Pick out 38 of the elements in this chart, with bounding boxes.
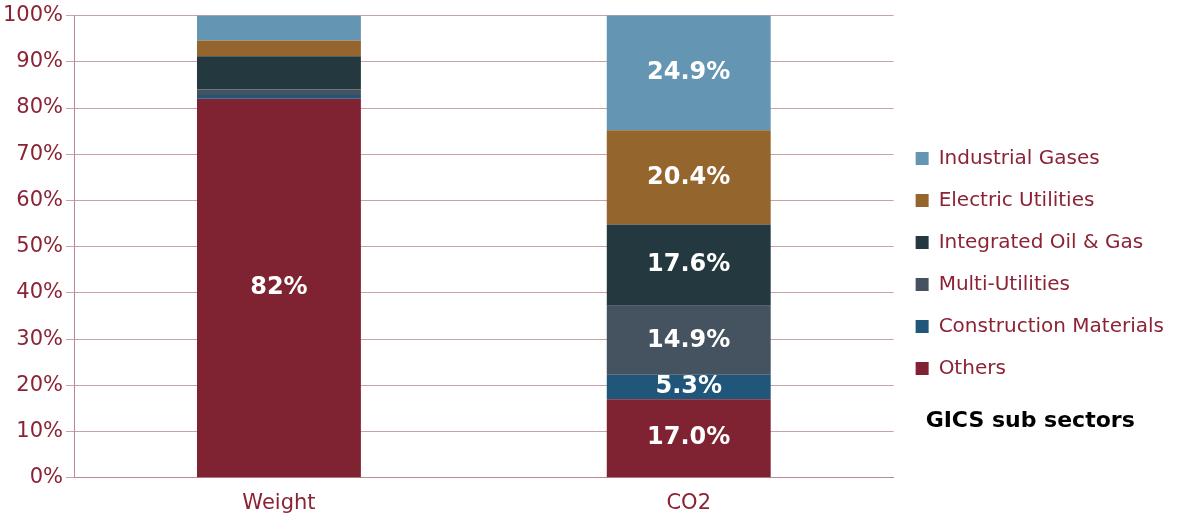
y-tick-label: 30%	[16, 325, 64, 350]
legend-label: Industrial Gases	[938, 144, 1100, 169]
x-tick-label: CO2	[666, 489, 712, 514]
legend-label: Construction Materials	[938, 312, 1164, 337]
bar	[196, 89, 361, 96]
data-label: 14.9%	[647, 324, 731, 353]
y-tick-label: 50%	[16, 233, 64, 258]
bar	[606, 305, 771, 375]
bar	[196, 95, 361, 99]
data-label: 17.0%	[647, 422, 731, 451]
data-label: 20.4%	[647, 161, 731, 190]
bar	[606, 224, 771, 306]
legend-label: Electric Utilities	[938, 186, 1095, 211]
bar	[606, 130, 771, 225]
bar	[196, 98, 361, 478]
data-label: 5.3%	[655, 371, 723, 400]
bar	[606, 15, 771, 131]
legend-label: Others	[938, 354, 1006, 379]
x-tick-label: Weight	[242, 489, 316, 514]
bar	[196, 56, 361, 90]
bar	[196, 40, 361, 57]
y-tick-label: 20%	[16, 371, 64, 396]
bar	[196, 15, 361, 41]
y-tick-label: 0%	[29, 464, 64, 489]
data-label: 82%	[250, 272, 308, 301]
y-tick-label: 90%	[16, 48, 64, 73]
y-tick-label: 40%	[16, 279, 64, 304]
y-tick-label: 10%	[16, 418, 64, 443]
data-label: 17.6%	[647, 249, 731, 278]
y-tick-label: 80%	[16, 94, 64, 119]
bar	[606, 399, 771, 478]
y-tick-label: 70%	[16, 140, 64, 165]
legend-label: Integrated Oil & Gas	[938, 228, 1144, 253]
y-tick-label: 100%	[2, 2, 64, 27]
data-label: 24.9%	[647, 56, 731, 85]
legend-label: Multi-Utilities	[938, 270, 1071, 295]
legend-title: GICS sub sectors	[925, 407, 1135, 433]
y-tick-label: 60%	[16, 186, 64, 211]
